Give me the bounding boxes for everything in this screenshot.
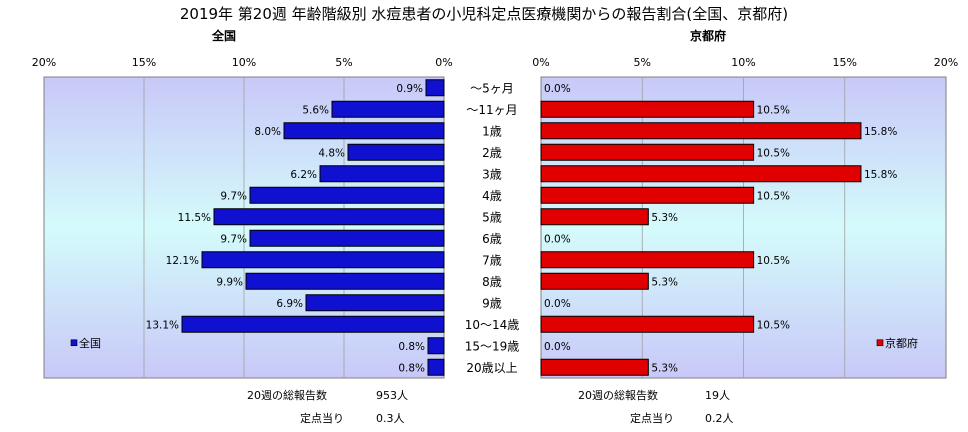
right-data-label: 5.3% [651,212,678,224]
left-legend-label: 全国 [79,336,101,350]
left-bar [427,358,445,376]
left-tick-label: 15% [132,56,156,69]
left-data-label: 12.1% [166,255,199,267]
left-data-label: 6.9% [276,298,303,310]
right-data-label: 10.5% [757,190,790,202]
category-label: 15～19歳 [465,339,520,353]
left-legend-swatch [70,339,78,347]
category-label: 1歳 [482,124,502,138]
right-data-label: 5.3% [651,362,678,374]
right-bar [540,100,755,118]
right-data-label: 10.5% [757,319,790,331]
left-bar [425,79,445,97]
left-data-label: 13.1% [146,319,179,331]
category-label: 8歳 [482,275,502,289]
right-data-label: 15.8% [864,169,897,181]
right-data-label: 0.0% [544,83,571,95]
left-data-label: 4.8% [318,147,345,159]
category-label: ～5ヶ月 [470,81,514,95]
right-bar [540,272,649,290]
category-label: 20歳以上 [466,361,517,375]
left-bar [201,251,445,269]
right-total-label: 20週の総報告数 [578,389,658,402]
right-bar [540,143,755,161]
right-bar [540,358,649,376]
left-data-label: 5.6% [302,104,329,116]
left-bar [245,272,445,290]
category-label: 9歳 [482,296,502,310]
left-data-label: 9.7% [220,190,247,202]
left-bar [283,122,445,140]
right-tick-label: 0% [532,56,549,69]
right-data-label: 10.5% [757,255,790,267]
left-bar [347,143,445,161]
left-per-site-value: 0.3人 [376,412,405,425]
left-tick-label: 5% [335,56,352,69]
left-tick-label: 0% [435,56,452,69]
right-data-label: 5.3% [651,276,678,288]
left-total-label: 20週の総報告数 [247,389,327,402]
category-label: 3歳 [482,167,502,181]
right-panel-title: 京都府 [690,29,727,43]
left-bar [249,186,445,204]
left-tick-label: 10% [232,56,256,69]
right-bar [540,315,755,333]
right-per-site-label: 定点当り [630,412,674,425]
category-label: 7歳 [482,253,502,267]
left-data-label: 8.0% [254,126,281,138]
chart-title: 2019年 第20週 年齢階級別 水痘患者の小児科定点医療機関からの報告割合(全… [179,5,789,23]
category-label: 6歳 [482,232,502,246]
left-data-label: 11.5% [178,212,211,224]
left-panel-title: 全国 [212,29,237,43]
left-per-site-label: 定点当り [300,412,344,425]
left-bar [331,100,445,118]
right-bar [540,122,862,140]
right-legend-label: 京都府 [885,336,918,350]
right-bar [540,251,755,269]
right-total-value: 19人 [705,389,730,402]
left-bar [249,229,445,247]
left-bar [181,315,445,333]
right-data-label: 0.0% [544,341,571,353]
right-bar [540,208,649,226]
right-data-label: 10.5% [757,104,790,116]
category-label: 10～14歳 [465,318,520,332]
right-data-label: 10.5% [757,147,790,159]
right-tick-label: 10% [731,56,755,69]
left-data-label: 9.7% [220,233,247,245]
right-legend-swatch [876,339,884,347]
left-data-label: 0.8% [398,341,425,353]
right-data-label: 15.8% [864,126,897,138]
left-tick-label: 20% [32,56,56,69]
category-label: ～11ヶ月 [466,103,517,117]
left-data-label: 0.9% [396,83,423,95]
category-label: 5歳 [482,210,502,224]
left-bar [213,208,445,226]
left-bar [427,337,445,355]
right-bar [540,165,862,183]
category-label: 2歳 [482,146,502,160]
left-bar [319,165,445,183]
left-data-label: 6.2% [290,169,317,181]
right-data-label: 0.0% [544,298,571,310]
right-bar [540,186,755,204]
left-bar [305,294,445,312]
right-data-label: 0.0% [544,233,571,245]
right-tick-label: 15% [833,56,857,69]
left-data-label: 0.8% [398,362,425,374]
category-label: 4歳 [482,189,502,203]
left-data-label: 9.9% [216,276,243,288]
left-total-value: 953人 [376,389,408,402]
right-tick-label: 5% [634,56,651,69]
right-tick-label: 20% [934,56,958,69]
right-per-site-value: 0.2人 [705,412,734,425]
